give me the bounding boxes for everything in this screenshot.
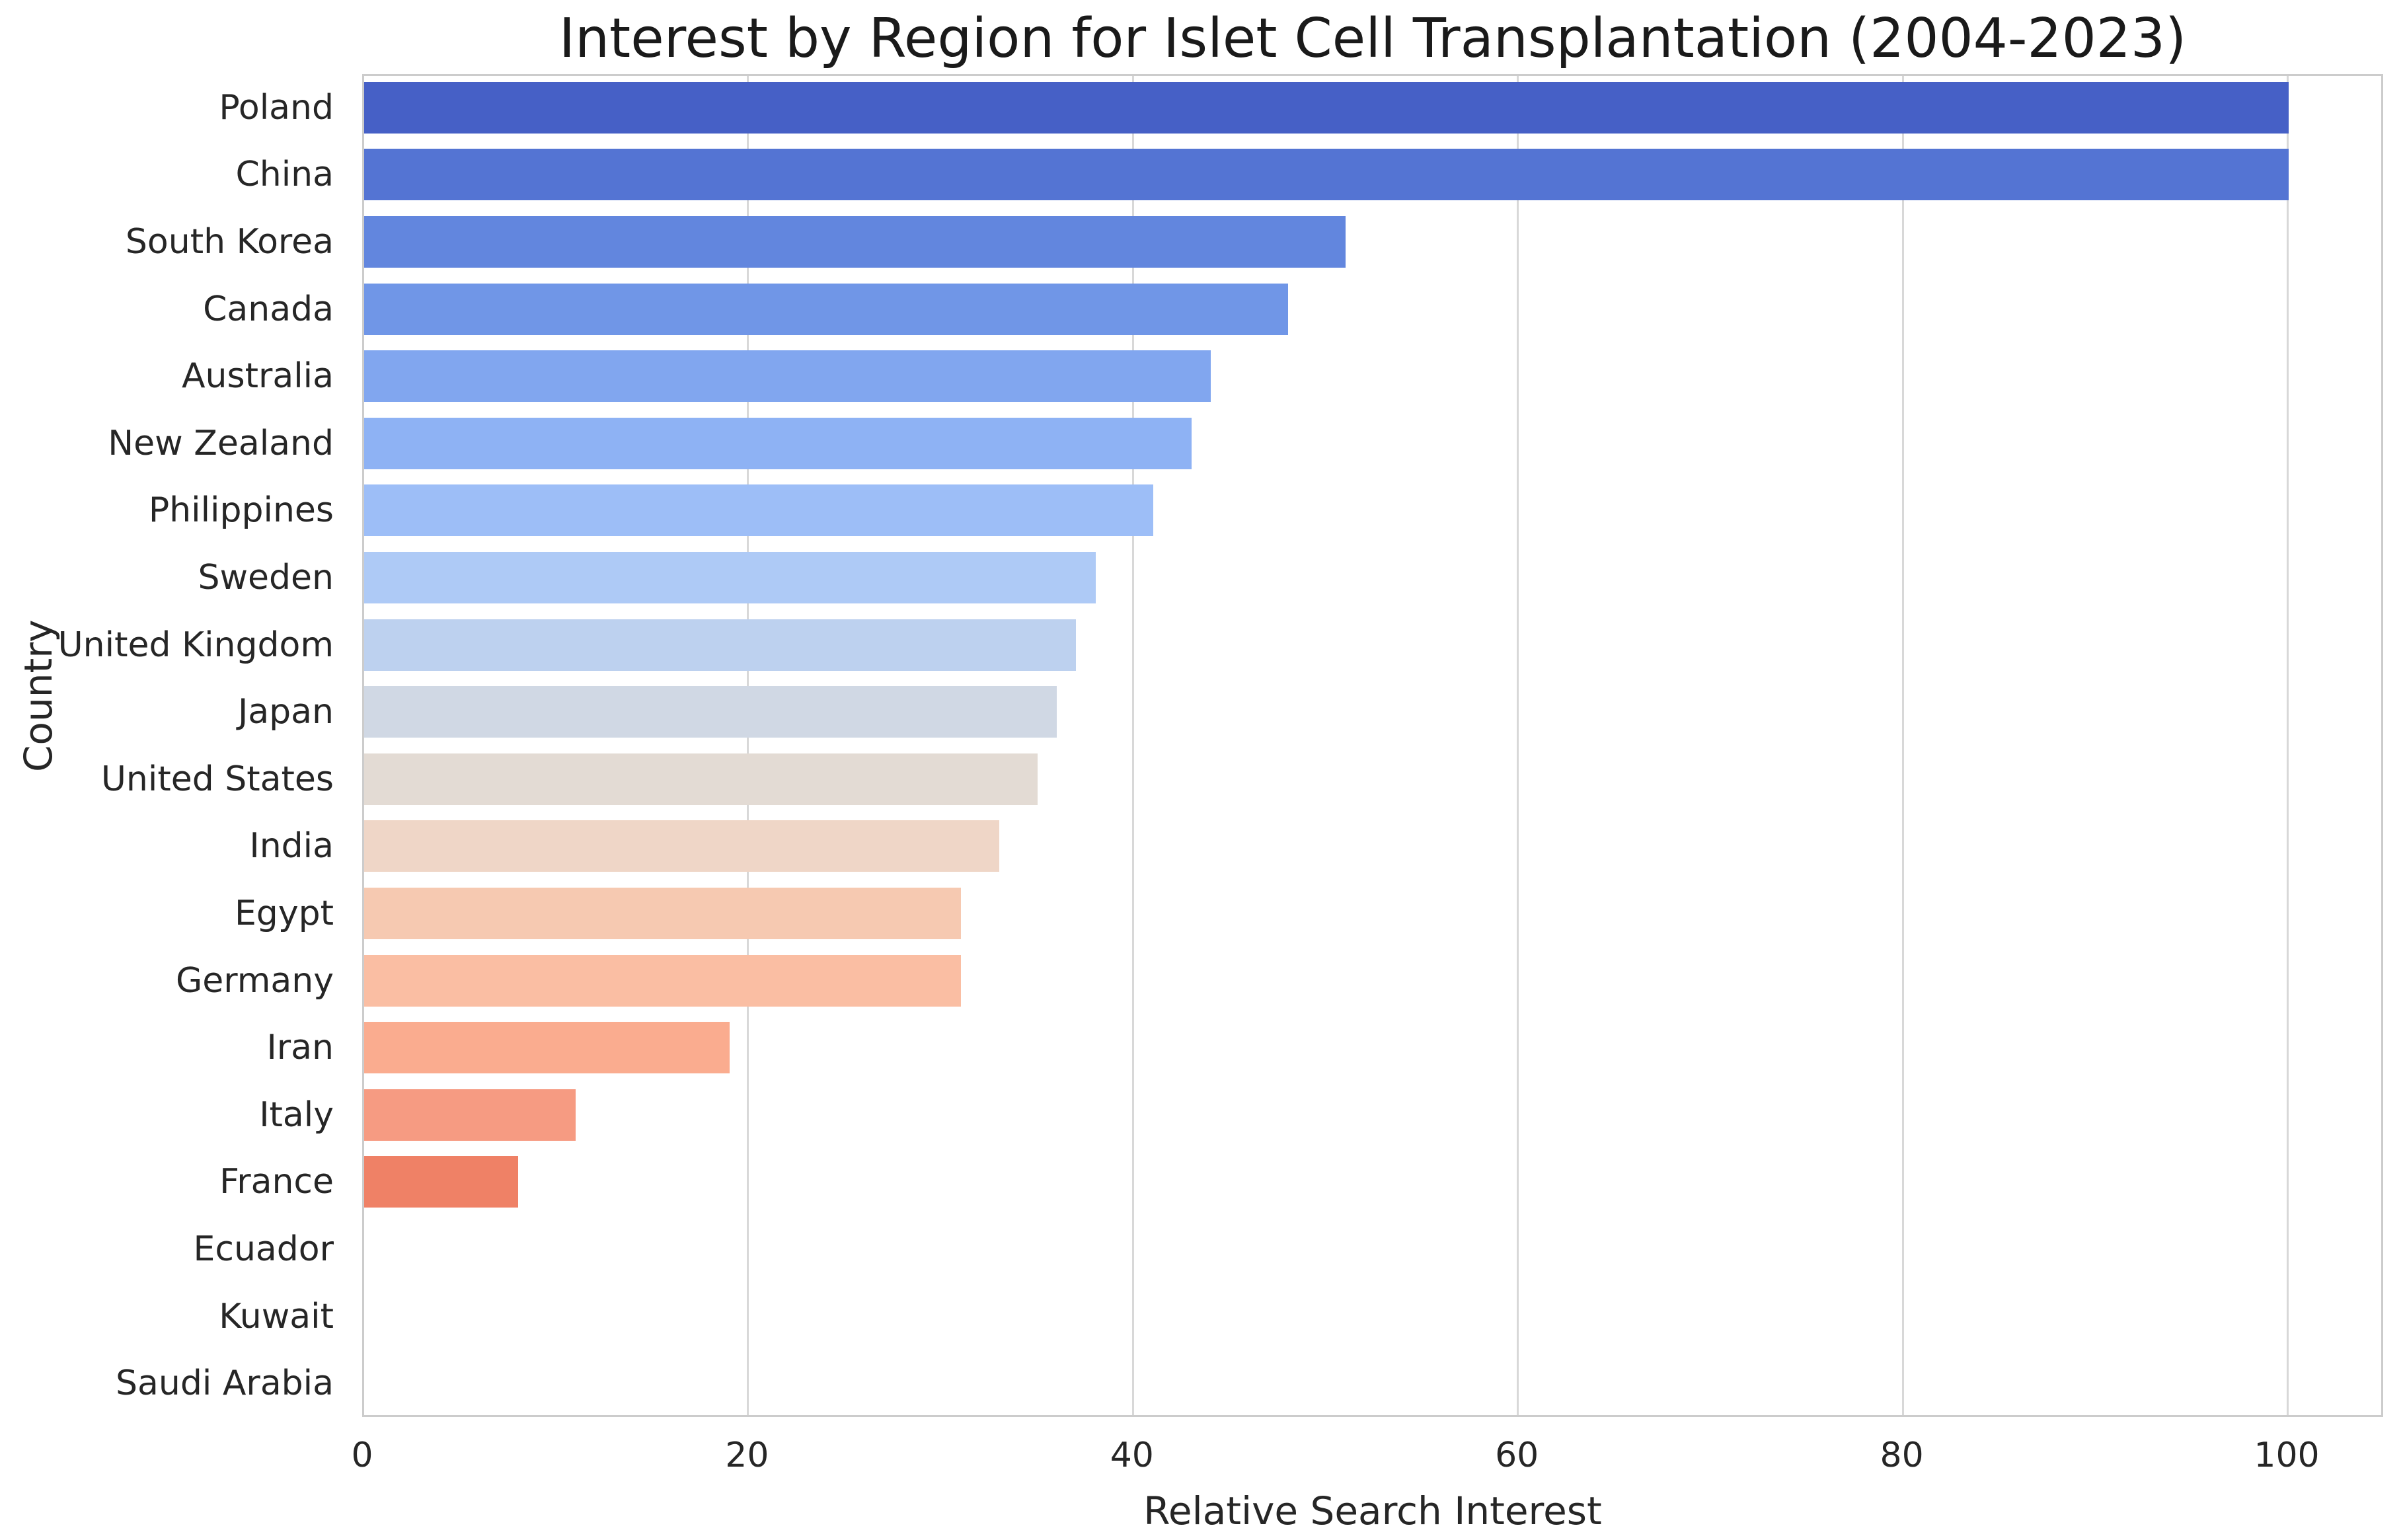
category-label-united-states: United States — [100, 759, 334, 799]
plot-area — [362, 74, 2383, 1417]
bar-philippines — [364, 484, 1153, 537]
gridline-x-40 — [1131, 76, 1134, 1415]
x-tick-label-40: 40 — [1110, 1436, 1154, 1475]
bar-south-korea — [364, 216, 1346, 268]
category-label-japan: Japan — [237, 692, 334, 732]
bar-canada — [364, 283, 1288, 335]
gridline-x-20 — [747, 76, 749, 1415]
x-tick-label-60: 60 — [1495, 1436, 1539, 1475]
bar-germany — [364, 954, 961, 1007]
x-axis-label: Relative Search Interest — [1143, 1488, 1602, 1533]
category-label-philippines: Philippines — [148, 490, 334, 531]
bar-egypt — [364, 888, 961, 939]
bar-india — [364, 820, 999, 872]
category-label-germany: Germany — [175, 960, 334, 1001]
category-label-sweden: Sweden — [198, 558, 334, 597]
bar-france — [364, 1156, 518, 1208]
category-label-saudi-arabia: Saudi Arabia — [116, 1364, 334, 1404]
bar-japan — [364, 686, 1057, 738]
bar-united-states — [364, 753, 1038, 805]
bar-new-zealand — [364, 417, 1192, 469]
category-label-new-zealand: New Zealand — [108, 423, 334, 463]
bar-united-kingdom — [364, 619, 1077, 671]
category-label-india: India — [249, 826, 334, 866]
category-label-united-kingdom: United Kingdom — [57, 625, 334, 665]
x-tick-label-100: 100 — [2254, 1436, 2320, 1475]
x-tick-label-0: 0 — [351, 1436, 373, 1475]
category-label-ecuador: Ecuador — [193, 1229, 334, 1269]
category-label-kuwait: Kuwait — [219, 1296, 334, 1336]
category-label-italy: Italy — [259, 1095, 334, 1135]
category-label-iran: Iran — [266, 1028, 334, 1068]
chart-title: Interest by Region for Islet Cell Transp… — [558, 7, 2187, 70]
bar-iran — [364, 1022, 730, 1074]
gridline-x-100 — [2287, 76, 2289, 1415]
gridline-x-60 — [1517, 76, 1519, 1415]
x-tick-label-80: 80 — [1880, 1436, 1924, 1475]
bar-sweden — [364, 552, 1096, 603]
x-tick-label-20: 20 — [725, 1436, 769, 1475]
category-label-china: China — [235, 155, 334, 195]
bar-poland — [364, 81, 2289, 134]
bar-italy — [364, 1089, 576, 1141]
category-label-australia: Australia — [181, 356, 334, 397]
category-label-egypt: Egypt — [234, 894, 334, 933]
category-label-south-korea: South Korea — [125, 222, 334, 262]
gridline-x-80 — [1901, 76, 1904, 1415]
bar-australia — [364, 350, 1211, 403]
bar-china — [364, 149, 2289, 201]
category-label-france: France — [219, 1162, 334, 1202]
category-labels-layer: Poland China South Korea Canada Australia New… — [0, 74, 334, 1417]
category-label-poland: Poland — [219, 87, 334, 128]
category-label-canada: Canada — [203, 289, 334, 329]
